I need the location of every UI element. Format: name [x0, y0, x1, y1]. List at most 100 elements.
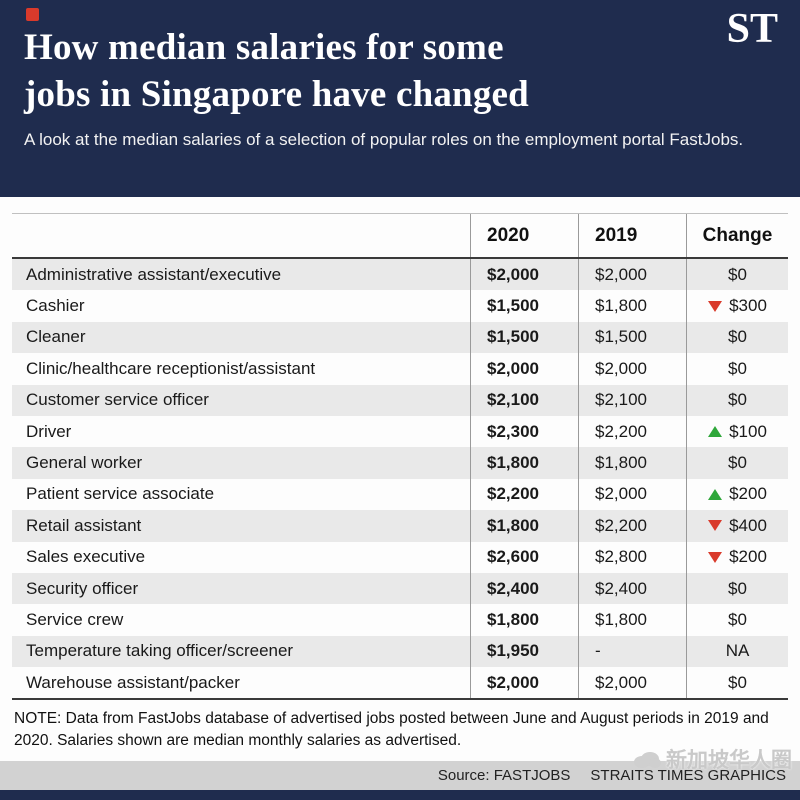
change-value: $200: [729, 547, 767, 567]
salary-2019-cell: $2,000: [578, 667, 686, 699]
salary-2020-cell: $2,400: [470, 572, 578, 605]
header: ST How median salaries for some jobs in …: [0, 0, 800, 197]
table-row: Warehouse assistant/packer $2,000 $2,000 $0: [12, 667, 788, 699]
job-cell: Cashier: [26, 296, 85, 316]
down-triangle-icon: [708, 300, 723, 312]
change-value: $0: [728, 672, 747, 692]
salary-2020-cell: $1,800: [470, 510, 578, 542]
salary-2020-cell: $2,000: [470, 353, 578, 385]
salary-2019-cell: $2,200: [578, 415, 686, 448]
job-cell: Cleaner: [26, 327, 86, 347]
change-cell: $200: [686, 541, 788, 573]
job-cell: Driver: [26, 421, 72, 441]
up-triangle-icon: [708, 488, 723, 500]
salary-2020-cell: $1,800: [470, 604, 578, 636]
salary-2019-cell: -: [578, 635, 686, 668]
title-line-1: How median salaries for some: [24, 27, 504, 68]
table-row: General worker $1,800 $1,800 $0: [12, 447, 788, 479]
job-cell: Temperature taking officer/screener: [26, 641, 294, 661]
table-row: Retail assistant $1,800 $2,200 $400: [12, 510, 788, 542]
table-row: Service crew $1,800 $1,800 $0: [12, 604, 788, 636]
footnote: NOTE: Data from FastJobs database of adv…: [14, 710, 769, 750]
salary-2019-cell: $2,000: [578, 259, 686, 291]
table-row: Driver $2,300 $2,200 $100: [12, 415, 788, 448]
job-column-header: [12, 214, 470, 257]
down-triangle-icon: [708, 551, 723, 563]
st-logo: ST: [726, 6, 778, 52]
page-title: How median salaries for some jobs in Sin…: [24, 24, 776, 119]
job-cell: Retail assistant: [26, 515, 142, 535]
salary-2020-cell: $2,200: [470, 478, 578, 511]
table-row: Cashier $1,500 $1,800 $300: [12, 290, 788, 322]
credit-text: STRAITS TIMES GRAPHICS: [590, 767, 786, 784]
salary-2019-cell: $2,000: [578, 353, 686, 385]
change-cell: $0: [686, 667, 788, 699]
table-row: Administrative assistant/executive $2,000…: [12, 259, 788, 291]
change-cell: NA: [686, 635, 788, 668]
change-value: $0: [728, 264, 747, 284]
salary-table: 2020 2019 Change Administrative assistan…: [12, 213, 788, 701]
change-cell: $0: [686, 572, 788, 605]
table-row: Sales executive $2,600 $2,800 $200: [12, 541, 788, 573]
salary-2020-cell: $2,300: [470, 415, 578, 448]
table-row: Customer service officer $2,100 $2,100 $0: [12, 384, 788, 416]
job-cell: Customer service officer: [26, 390, 209, 410]
change-value: NA: [725, 641, 750, 661]
job-cell: Clinic/healthcare receptionist/assistant: [26, 358, 316, 378]
salary-2020-cell: $2,600: [470, 541, 578, 573]
subtitle: A look at the median salaries of a selec…: [24, 129, 744, 149]
change-value: $0: [728, 453, 747, 473]
salary-2020-cell: $1,950: [470, 635, 578, 668]
job-cell: Administrative assistant/executive: [26, 264, 282, 284]
source-text: Source: FASTJOBS: [437, 767, 571, 784]
table-row: Clinic/healthcare receptionist/assistant…: [12, 353, 788, 385]
salary-2019-cell: $2,200: [578, 510, 686, 542]
change-cell: $300: [686, 290, 788, 322]
change-cell: $100: [686, 415, 788, 448]
salary-2020-cell: $2,000: [470, 667, 578, 699]
salary-2019-cell: $1,800: [578, 290, 686, 322]
change-value: $100: [729, 421, 767, 441]
change-cell: $0: [686, 321, 788, 354]
salary-2020-cell: $1,500: [470, 321, 578, 354]
table-body: Administrative assistant/executive $2,000…: [12, 259, 788, 701]
column-header-2019: 2019: [578, 214, 686, 257]
salary-2019-cell: $1,800: [578, 604, 686, 636]
job-cell: Service crew: [26, 609, 124, 629]
job-cell: General worker: [26, 453, 143, 473]
change-value: $300: [729, 296, 767, 316]
job-cell: Sales executive: [26, 547, 146, 567]
change-value: $0: [728, 390, 747, 410]
title-line-2: jobs in Singapore have changed: [24, 74, 529, 116]
change-value: $0: [728, 578, 747, 598]
change-value: $0: [728, 358, 747, 378]
salary-2019-cell: $1,800: [578, 447, 686, 479]
change-cell: $0: [686, 447, 788, 479]
change-value: $200: [729, 484, 767, 504]
change-cell: $0: [686, 604, 788, 636]
change-cell: $400: [686, 510, 788, 542]
salary-2020-cell: $2,000: [470, 259, 578, 291]
change-value: $0: [728, 609, 747, 629]
salary-2020-cell: $1,500: [470, 290, 578, 322]
change-cell: $0: [686, 259, 788, 291]
red-mark-icon: [26, 8, 39, 21]
change-cell: $0: [686, 384, 788, 416]
table-row: Cleaner $1,500 $1,500 $0: [12, 321, 788, 354]
change-value: $0: [728, 327, 747, 347]
job-cell: Warehouse assistant/packer: [26, 672, 240, 692]
table-row: Patient service associate $2,200 $2,000 $20…: [12, 478, 788, 511]
change-cell: $0: [686, 353, 788, 385]
table-header-row: 2020 2019 Change: [12, 213, 788, 259]
salary-2020-cell: $1,800: [470, 447, 578, 479]
job-cell: Security officer: [26, 578, 139, 598]
table-row: Temperature taking officer/screener $1,95…: [12, 635, 788, 668]
salary-2019-cell: $2,000: [578, 478, 686, 511]
table-row: Security officer $2,400 $2,400 $0: [12, 572, 788, 605]
up-triangle-icon: [708, 426, 723, 438]
salary-2019-cell: $2,800: [578, 541, 686, 573]
salary-2020-cell: $2,100: [470, 384, 578, 416]
source-band: Source: FASTJOBS STRAITS TIMES GRAPHICS: [0, 761, 800, 790]
down-triangle-icon: [708, 520, 723, 532]
